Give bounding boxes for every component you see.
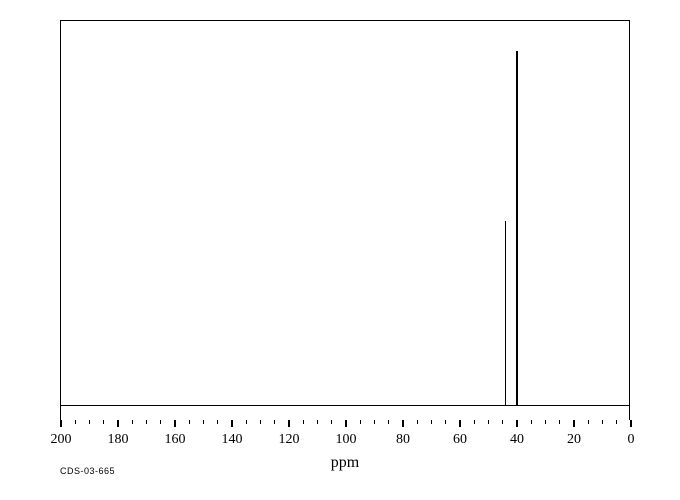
plot-area: 200180160140120100806040200 xyxy=(60,20,630,420)
xtick-minor xyxy=(160,420,161,424)
xtick-label: 200 xyxy=(51,432,72,448)
xtick-minor xyxy=(331,420,332,424)
xtick-minor xyxy=(189,420,190,424)
xtick-major xyxy=(459,420,461,427)
xtick-minor xyxy=(388,420,389,424)
xtick-minor xyxy=(303,420,304,424)
peak-1 xyxy=(516,51,518,406)
xtick-major xyxy=(288,420,290,427)
xtick-major xyxy=(516,420,518,427)
xtick-label: 0 xyxy=(628,432,635,448)
xtick-minor xyxy=(75,420,76,424)
xtick-minor xyxy=(317,420,318,424)
xtick-label: 140 xyxy=(222,432,243,448)
xtick-label: 180 xyxy=(108,432,129,448)
xtick-minor xyxy=(417,420,418,424)
xtick-minor xyxy=(103,420,104,424)
xtick-minor xyxy=(132,420,133,424)
xtick-minor xyxy=(203,420,204,424)
xtick-minor xyxy=(217,420,218,424)
xtick-major xyxy=(402,420,404,427)
xtick-minor xyxy=(616,420,617,424)
xtick-major xyxy=(174,420,176,427)
xtick-minor xyxy=(431,420,432,424)
xtick-minor xyxy=(559,420,560,424)
xtick-minor xyxy=(246,420,247,424)
xtick-label: 160 xyxy=(165,432,186,448)
xtick-major xyxy=(630,420,632,427)
xtick-minor xyxy=(588,420,589,424)
xtick-minor xyxy=(89,420,90,424)
xtick-major xyxy=(345,420,347,427)
xtick-major xyxy=(60,420,62,427)
xtick-minor xyxy=(146,420,147,424)
xtick-minor xyxy=(274,420,275,424)
xtick-label: 100 xyxy=(336,432,357,448)
xtick-minor xyxy=(488,420,489,424)
peak-0 xyxy=(505,221,507,406)
xtick-major xyxy=(231,420,233,427)
x-axis-label: ppm xyxy=(331,454,359,472)
xtick-minor xyxy=(260,420,261,424)
xtick-minor xyxy=(374,420,375,424)
xtick-label: 40 xyxy=(510,432,524,448)
xtick-label: 120 xyxy=(279,432,300,448)
sample-id-label: CDS-03-665 xyxy=(60,466,115,476)
xtick-label: 20 xyxy=(567,432,581,448)
xtick-major xyxy=(573,420,575,427)
xtick-label: 60 xyxy=(453,432,467,448)
baseline xyxy=(61,405,629,407)
xtick-minor xyxy=(545,420,546,424)
xtick-minor xyxy=(360,420,361,424)
xtick-minor xyxy=(445,420,446,424)
xtick-major xyxy=(117,420,119,427)
nmr-spectrum-chart: 200180160140120100806040200 ppm CDS-03-6… xyxy=(60,20,630,420)
xtick-minor xyxy=(531,420,532,424)
xtick-minor xyxy=(474,420,475,424)
xtick-label: 80 xyxy=(396,432,410,448)
xtick-minor xyxy=(502,420,503,424)
xtick-minor xyxy=(602,420,603,424)
